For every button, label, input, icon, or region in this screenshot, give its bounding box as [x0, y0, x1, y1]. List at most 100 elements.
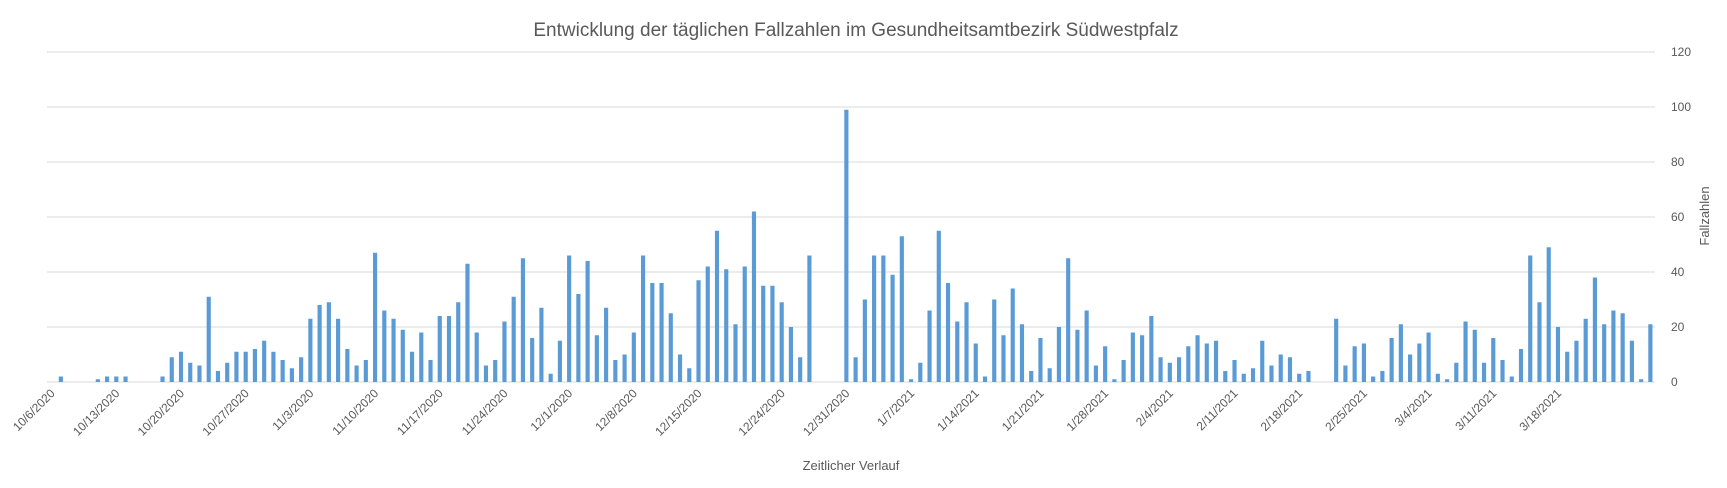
bar: [724, 269, 729, 382]
y-tick-label: 80: [1671, 155, 1685, 169]
bar: [299, 357, 304, 382]
bar: [1352, 346, 1357, 382]
bar: [58, 376, 63, 382]
bar: [197, 365, 202, 382]
bar: [770, 285, 775, 382]
bar: [280, 360, 285, 382]
bar: [585, 261, 590, 382]
bar: [964, 302, 969, 382]
bar: [613, 360, 618, 382]
bar: [640, 255, 646, 382]
bar: [705, 266, 710, 382]
x-tick-label: 12/8/2020: [592, 386, 640, 434]
bar: [234, 351, 239, 382]
bar: [1500, 360, 1505, 382]
x-tick-label: 3/11/2021: [1452, 386, 1499, 433]
bar: [659, 283, 664, 382]
bar: [428, 360, 433, 382]
bar: [1565, 351, 1570, 382]
bar: [1435, 373, 1440, 382]
bar: [557, 340, 562, 382]
bar: [1075, 329, 1080, 382]
bar: [1398, 324, 1403, 382]
x-tick-label: 1/14/2021: [934, 386, 982, 434]
bar: [1038, 338, 1043, 382]
bar: [1611, 310, 1616, 382]
bar: [104, 376, 110, 382]
bar: [576, 294, 581, 382]
y-tick-label: 0: [1671, 375, 1678, 389]
bar: [1472, 329, 1477, 382]
x-tick-label: 2/25/2021: [1322, 386, 1370, 434]
bar: [188, 362, 193, 382]
x-tick-label: 1/21/2021: [999, 386, 1047, 434]
bar: [567, 255, 572, 382]
x-axis-title: Zeitlicher Verlauf: [803, 458, 900, 473]
x-tick-label: 10/13/2020: [70, 386, 123, 439]
bar: [1010, 288, 1015, 382]
bar: [788, 327, 794, 382]
bar: [363, 360, 368, 382]
bar: [890, 274, 895, 382]
bar: [1592, 277, 1598, 382]
bar: [1213, 340, 1219, 382]
bar: [400, 329, 405, 382]
x-tick-label: 1/28/2021: [1064, 386, 1112, 434]
bar: [1140, 335, 1145, 382]
bar: [437, 316, 442, 382]
bar: [474, 332, 479, 382]
x-tick-label: 12/24/2020: [735, 386, 788, 439]
bar: [419, 332, 424, 382]
x-tick-label: 11/24/2020: [459, 386, 511, 438]
bar: [1223, 371, 1228, 382]
x-tick-label: 12/15/2020: [652, 386, 705, 439]
bar: [982, 376, 988, 382]
bar: [761, 285, 766, 382]
bar: [1620, 313, 1625, 382]
bar: [1648, 324, 1653, 382]
bar: [1176, 357, 1182, 382]
bar: [604, 307, 609, 382]
bar: [1269, 365, 1274, 382]
bar: [345, 349, 350, 382]
bar: [243, 351, 248, 382]
bar: [548, 373, 553, 382]
bar: [1066, 258, 1071, 382]
bar: [1158, 357, 1163, 382]
bar: [336, 318, 341, 382]
x-tick-label: 2/18/2021: [1258, 386, 1306, 434]
bar: [446, 316, 452, 382]
x-tick-label: 10/6/2020: [10, 386, 58, 434]
bar: [456, 302, 461, 382]
bar: [1130, 332, 1135, 382]
bar: [918, 362, 923, 382]
bar: [1555, 327, 1561, 382]
bar: [1602, 324, 1607, 382]
bar: [289, 368, 294, 382]
bar: [1371, 376, 1376, 382]
y-tick-label: 120: [1671, 45, 1691, 59]
bar: [1195, 335, 1200, 382]
bar: [881, 255, 886, 382]
bar: [354, 365, 359, 382]
bar: [1297, 373, 1302, 382]
bar: [1426, 332, 1431, 382]
bar: [844, 109, 849, 382]
y-tick-label: 60: [1671, 210, 1685, 224]
bar: [1546, 247, 1551, 382]
bar: [1241, 373, 1246, 382]
y-axis: 0 20 40 60 80 100 120: [1671, 45, 1691, 389]
bar: [1121, 360, 1126, 382]
x-tick-label: 12/31/2020: [800, 386, 853, 439]
bar: [409, 351, 415, 382]
bar: [1343, 365, 1348, 382]
bar: [872, 255, 877, 382]
bar: [1509, 376, 1514, 382]
bar: [1361, 343, 1366, 382]
bar: [502, 321, 507, 382]
bar: [973, 343, 978, 382]
bar: [1639, 379, 1644, 382]
bar: [1260, 340, 1265, 382]
bar: [696, 280, 701, 382]
